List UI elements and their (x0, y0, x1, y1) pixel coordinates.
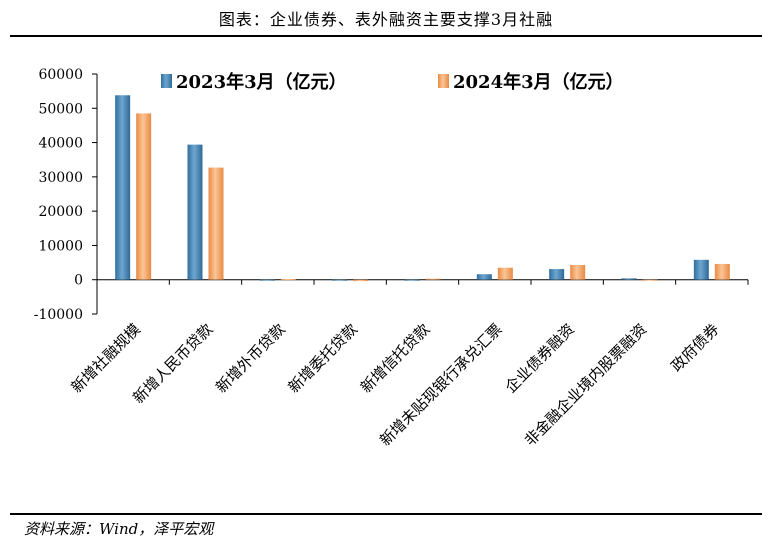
bar-1-1 (208, 167, 224, 280)
bar-0-8 (693, 259, 709, 280)
category-label: 新增未贴现银行承兑汇票 (376, 320, 505, 449)
bar-1-2 (280, 279, 296, 281)
bar-0-4 (404, 279, 420, 281)
category-label: 新增社融规模 (68, 320, 144, 396)
legend-label-1: 2024年3月（亿元） (453, 71, 624, 93)
y-tick-label: 20000 (38, 204, 83, 220)
y-tick-label: 40000 (38, 136, 83, 152)
bar-0-1 (187, 144, 203, 280)
bar-0-7 (621, 278, 637, 280)
category-label: 非金融企业境内股票融资 (521, 320, 650, 449)
bar-1-6 (570, 264, 586, 280)
y-tick-label: 30000 (38, 170, 83, 186)
y-tick-label: 10000 (38, 238, 83, 254)
bar-0-3 (332, 279, 348, 281)
bar-1-4 (425, 278, 441, 280)
legend-label-0: 2023年3月（亿元） (176, 71, 347, 93)
category-label: 新增信托贷款 (357, 320, 433, 396)
y-axis: 60000 50000 40000 30000 20000 10000 0 -10000 (34, 67, 98, 323)
y-tick-label: 60000 (38, 67, 83, 83)
bottom-rule (10, 513, 762, 515)
category-labels: 新增社融规模新增人民币贷款新增外币贷款新增委托贷款新增信托贷款新增未贴现银行承兑… (68, 320, 723, 449)
chart-title: 图表：企业债券、表外融资主要支撑3月社融 (218, 10, 554, 29)
bar-1-8 (714, 263, 730, 280)
bar-1-0 (136, 113, 152, 280)
category-label: 新增委托贷款 (285, 320, 361, 396)
bar-0-0 (115, 95, 131, 280)
y-tick-label: 50000 (38, 101, 83, 117)
source-note: 资料来源：Wind，泽平宏观 (24, 520, 214, 538)
y-tick-label: 0 (74, 273, 83, 289)
bars (115, 95, 730, 282)
category-label: 政府债券 (667, 320, 722, 375)
legend-swatch-1 (438, 74, 449, 88)
bar-1-3 (353, 279, 369, 282)
legend-swatch-0 (161, 74, 172, 88)
category-label: 企业债券融资 (502, 320, 578, 396)
bar-0-5 (476, 274, 492, 280)
category-label: 新增外币贷款 (212, 320, 288, 396)
bar-0-2 (259, 279, 275, 281)
bar-1-7 (642, 279, 658, 281)
bar-0-6 (549, 269, 565, 280)
bar-1-5 (497, 267, 513, 280)
y-tick-label: -10000 (34, 307, 83, 323)
legend: 2023年3月（亿元） 2024年3月（亿元） (161, 71, 624, 93)
x-axis (96, 279, 749, 285)
top-rule (10, 35, 762, 37)
